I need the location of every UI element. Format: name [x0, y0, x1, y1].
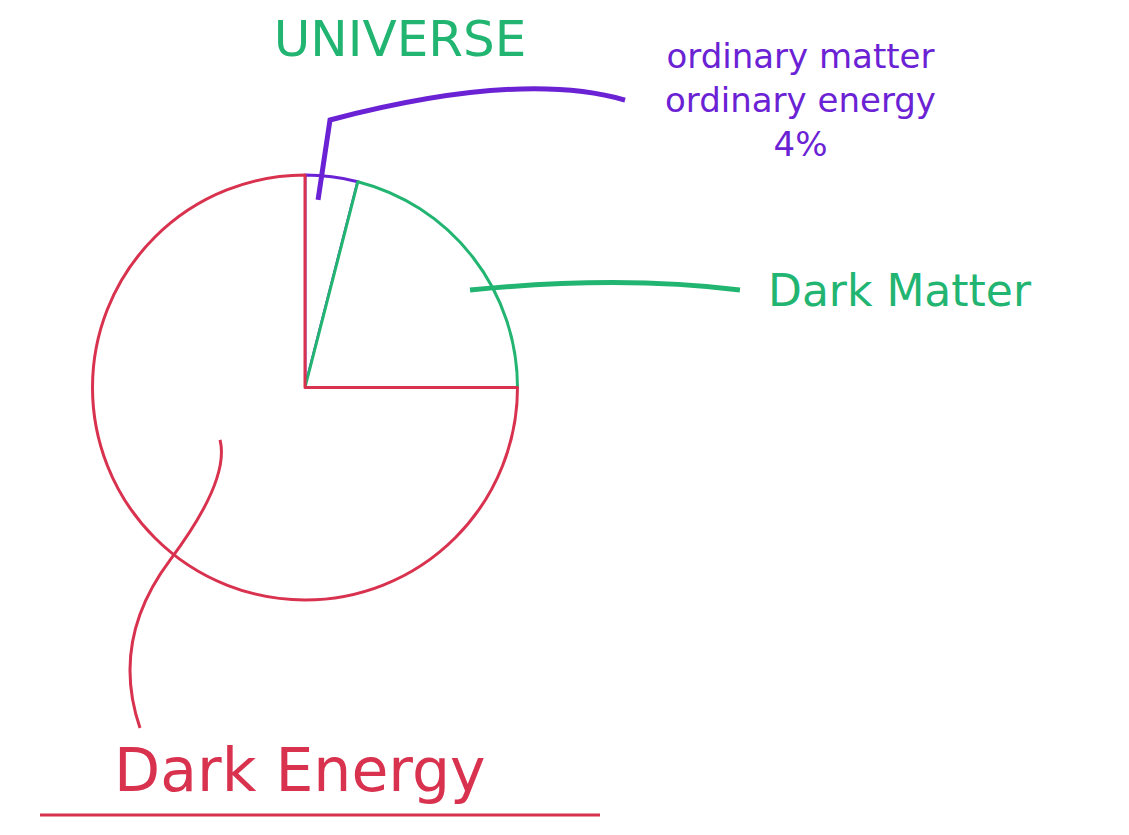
svg-text:UNIVERSE: UNIVERSE: [274, 10, 527, 68]
svg-text:Dark Matter: Dark Matter: [768, 265, 1032, 316]
svg-text:Dark Energy: Dark Energy: [114, 735, 486, 805]
svg-text:ordinary matterordinary energy: ordinary matterordinary energy4%: [665, 36, 936, 164]
